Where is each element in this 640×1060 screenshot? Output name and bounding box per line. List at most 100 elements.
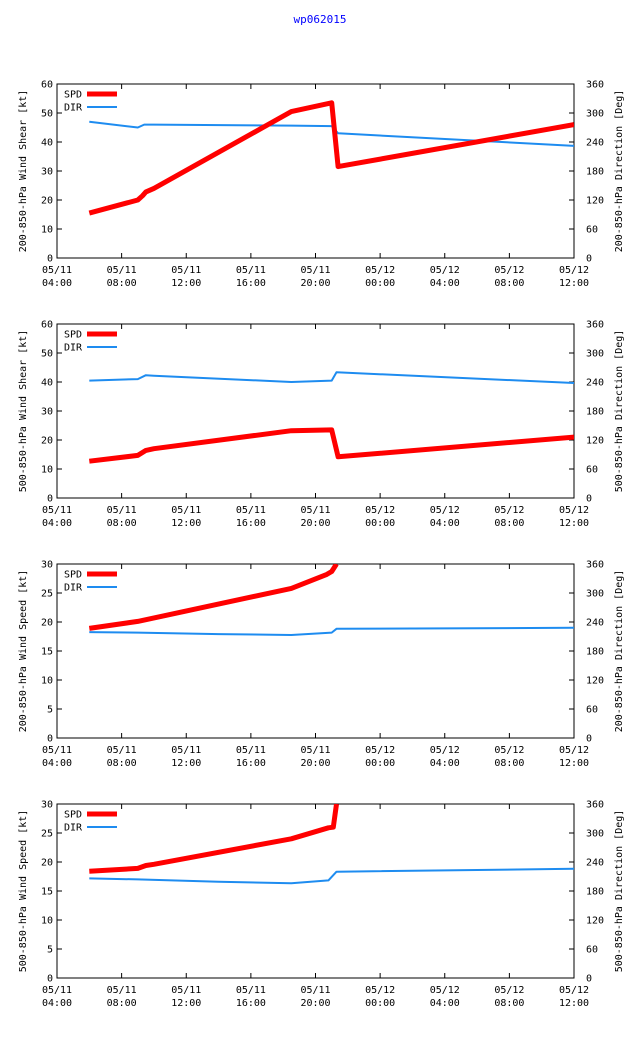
y-tick-label: 50 bbox=[41, 109, 53, 120]
y-tick-label: 0 bbox=[47, 494, 53, 505]
x-tick-label-time: 00:00 bbox=[365, 998, 395, 1009]
x-tick-label-date: 05/12 bbox=[430, 505, 460, 516]
x-tick-label-time: 12:00 bbox=[171, 758, 201, 769]
x-tick-label-date: 05/11 bbox=[107, 985, 137, 996]
x-tick-label-date: 05/11 bbox=[107, 505, 137, 516]
y-tick-label: 15 bbox=[41, 887, 53, 898]
x-tick-label-date: 05/12 bbox=[559, 985, 589, 996]
x-tick-label-date: 05/11 bbox=[300, 985, 330, 996]
y2-axis-label: 500-850-hPa Direction [Deg] bbox=[614, 810, 625, 973]
x-tick-label-date: 05/11 bbox=[42, 265, 72, 276]
x-tick-label-date: 05/12 bbox=[430, 745, 460, 756]
y-tick-label: 15 bbox=[41, 647, 53, 658]
y-tick-label: 60 bbox=[41, 80, 53, 91]
x-tick-label-time: 08:00 bbox=[494, 518, 524, 529]
y-axis-label: 500-850-hPa Wind Speed [kt] bbox=[18, 810, 29, 973]
chart-panel-3: 05101520253006012018024030036005/1104:00… bbox=[18, 560, 625, 770]
x-tick-label-date: 05/11 bbox=[236, 985, 266, 996]
y-tick-label: 20 bbox=[41, 618, 53, 629]
x-tick-label-date: 05/11 bbox=[107, 745, 137, 756]
chart-main-title: wp062015 bbox=[293, 13, 347, 26]
x-tick-label-time: 20:00 bbox=[300, 998, 330, 1009]
x-tick-label-date: 05/11 bbox=[236, 265, 266, 276]
x-tick-label-time: 00:00 bbox=[365, 758, 395, 769]
x-tick-label-date: 05/12 bbox=[559, 505, 589, 516]
y2-tick-label: 180 bbox=[586, 887, 604, 898]
y2-tick-label: 300 bbox=[586, 829, 604, 840]
y2-tick-label: 120 bbox=[586, 676, 604, 687]
x-tick-label-date: 05/11 bbox=[236, 745, 266, 756]
x-tick-label-date: 05/12 bbox=[430, 985, 460, 996]
y2-tick-label: 0 bbox=[586, 734, 592, 745]
y2-tick-label: 300 bbox=[586, 109, 604, 120]
y-tick-label: 5 bbox=[47, 945, 53, 956]
x-tick-label-date: 05/11 bbox=[300, 745, 330, 756]
y-tick-label: 20 bbox=[41, 436, 53, 447]
x-tick-label-time: 00:00 bbox=[365, 518, 395, 529]
y2-tick-label: 120 bbox=[586, 916, 604, 927]
x-tick-label-time: 00:00 bbox=[365, 278, 395, 289]
x-tick-label-time: 16:00 bbox=[236, 758, 266, 769]
y2-tick-label: 180 bbox=[586, 167, 604, 178]
y-tick-label: 0 bbox=[47, 734, 53, 745]
plot-frame bbox=[56, 83, 575, 259]
x-tick-label-time: 08:00 bbox=[107, 998, 137, 1009]
series-line-spd bbox=[89, 427, 574, 464]
y-axis-label: 200-850-hPa Wind Speed [kt] bbox=[18, 570, 29, 733]
series-line-spd bbox=[88, 564, 339, 631]
legend-label-spd: SPD bbox=[64, 810, 82, 821]
y-tick-label: 40 bbox=[41, 378, 53, 389]
x-tick-label-time: 12:00 bbox=[559, 758, 589, 769]
x-tick-label-date: 05/12 bbox=[365, 985, 395, 996]
y2-tick-label: 0 bbox=[586, 974, 592, 985]
x-tick-label-date: 05/12 bbox=[365, 265, 395, 276]
y-tick-label: 10 bbox=[41, 225, 53, 236]
y-tick-label: 20 bbox=[41, 858, 53, 869]
x-tick-label-time: 12:00 bbox=[559, 278, 589, 289]
x-tick-label-date: 05/12 bbox=[430, 265, 460, 276]
x-tick-label-time: 04:00 bbox=[42, 998, 72, 1009]
x-tick-label-time: 12:00 bbox=[171, 518, 201, 529]
x-tick-label-time: 04:00 bbox=[430, 278, 460, 289]
y2-tick-label: 0 bbox=[586, 254, 592, 265]
y2-tick-label: 120 bbox=[586, 196, 604, 207]
y2-tick-label: 0 bbox=[586, 494, 592, 505]
y2-tick-label: 240 bbox=[586, 378, 604, 389]
x-tick-label-time: 16:00 bbox=[236, 278, 266, 289]
x-tick-label-date: 05/11 bbox=[42, 745, 72, 756]
y-tick-label: 25 bbox=[41, 589, 53, 600]
x-tick-label-time: 04:00 bbox=[42, 758, 72, 769]
chart-panel-4: 05101520253006012018024030036005/1104:00… bbox=[18, 800, 625, 1010]
x-tick-label-time: 04:00 bbox=[430, 758, 460, 769]
y2-tick-label: 60 bbox=[586, 705, 598, 716]
x-tick-label-time: 04:00 bbox=[430, 518, 460, 529]
x-tick-label-date: 05/12 bbox=[365, 505, 395, 516]
y-tick-label: 25 bbox=[41, 829, 53, 840]
y2-tick-label: 240 bbox=[586, 138, 604, 149]
x-tick-label-date: 05/11 bbox=[171, 745, 201, 756]
plot-frame bbox=[56, 563, 575, 739]
y2-tick-label: 360 bbox=[586, 560, 604, 571]
legend-label-dir: DIR bbox=[64, 343, 83, 354]
x-tick-label-time: 08:00 bbox=[494, 278, 524, 289]
x-tick-label-date: 05/12 bbox=[494, 505, 524, 516]
legend-label-spd: SPD bbox=[64, 90, 82, 101]
y2-axis-label: 500-850-hPa Direction [Deg] bbox=[614, 330, 625, 493]
x-tick-label-time: 20:00 bbox=[300, 758, 330, 769]
y-tick-label: 10 bbox=[41, 465, 53, 476]
y2-tick-label: 240 bbox=[586, 618, 604, 629]
y-tick-label: 0 bbox=[47, 974, 53, 985]
series-line-dir bbox=[89, 371, 574, 384]
y2-tick-label: 60 bbox=[586, 225, 598, 236]
legend-label-dir: DIR bbox=[64, 823, 83, 834]
y-tick-label: 20 bbox=[41, 196, 53, 207]
y-axis-label: 200-850-hPa Wind Shear [kt] bbox=[18, 90, 29, 253]
y-tick-label: 0 bbox=[47, 254, 53, 265]
x-tick-label-time: 20:00 bbox=[300, 278, 330, 289]
y-tick-label: 60 bbox=[41, 320, 53, 331]
legend-label-dir: DIR bbox=[64, 103, 83, 114]
x-tick-label-time: 12:00 bbox=[171, 998, 201, 1009]
y2-tick-label: 240 bbox=[586, 858, 604, 869]
x-tick-label-date: 05/12 bbox=[494, 985, 524, 996]
